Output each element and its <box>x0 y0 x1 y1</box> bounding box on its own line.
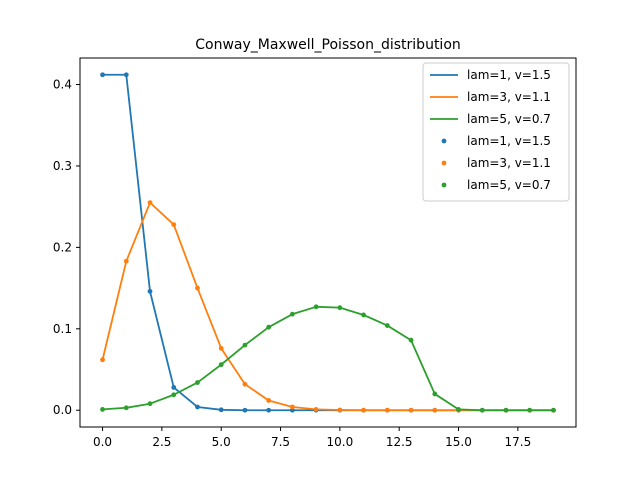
plot-area <box>100 72 556 413</box>
data-point <box>123 405 129 411</box>
x-tick-label: 12.5 <box>386 435 413 449</box>
data-point <box>195 380 200 385</box>
data-point <box>171 385 177 390</box>
chart-title: Conway_Maxwell_Poisson_distribution <box>195 37 461 53</box>
axes-frame <box>79 57 577 428</box>
data-point <box>147 401 153 407</box>
y-tick-label: 0.4 <box>53 78 72 92</box>
legend-label: lam=3, v=1.1 <box>467 90 551 104</box>
legend-label: lam=1, v=1.5 <box>467 68 551 82</box>
x-tick-label: 10.0 <box>327 435 354 449</box>
data-point <box>195 285 200 291</box>
data-point <box>266 398 272 403</box>
legend-label: lam=5, v=0.7 <box>467 112 551 126</box>
data-point <box>218 345 224 351</box>
data-point <box>527 407 533 413</box>
data-point <box>551 407 556 413</box>
data-point <box>337 305 343 311</box>
data-point <box>456 407 461 412</box>
data-point <box>123 72 129 78</box>
data-point <box>361 312 366 318</box>
data-point <box>266 324 272 330</box>
data-point <box>100 72 105 78</box>
data-point <box>337 407 343 413</box>
data-point <box>147 288 153 294</box>
data-point <box>195 404 200 410</box>
y-tick-label: 0.1 <box>53 322 72 336</box>
x-tick-label: 2.5 <box>152 435 171 449</box>
data-point <box>242 342 248 348</box>
legend-label: lam=3, v=1.1 <box>467 156 551 170</box>
x-tick-label: 5.0 <box>212 435 231 449</box>
data-point <box>313 407 319 412</box>
legend-marker-swatch <box>441 160 447 166</box>
data-point <box>384 323 390 328</box>
data-point <box>123 258 129 264</box>
data-point <box>479 407 485 413</box>
x-tick-label: 7.5 <box>271 435 290 449</box>
data-point <box>408 407 414 413</box>
data-point <box>361 407 366 413</box>
data-point <box>100 407 105 412</box>
data-point <box>290 404 295 410</box>
x-tick-label: 17.5 <box>504 435 531 449</box>
axes: 0.0 2.5 5.0 7.5 10.0 12.5 15.0 17.5 0.0 0.1 0.2 0.3… <box>53 57 577 449</box>
legend-label: lam=5, v=0.7 <box>467 178 551 192</box>
legend-marker-swatch <box>441 182 447 188</box>
y-tick-label: 0.0 <box>53 403 72 417</box>
legend-box <box>422 62 570 202</box>
y-tick-label: 0.3 <box>53 159 72 173</box>
y-tick-label: 0.2 <box>53 240 72 254</box>
data-point <box>432 407 438 413</box>
data-point <box>171 222 177 227</box>
data-point <box>503 407 509 413</box>
series-line-2 <box>102 305 554 412</box>
data-point <box>384 407 390 413</box>
data-point <box>147 200 153 206</box>
legend: lam=1, v=1.5 lam=3, v=1.1 lam=5, v=0.7 lam=… <box>422 62 570 202</box>
data-point <box>266 407 272 413</box>
legend-label: lam=1, v=1.5 <box>467 134 551 148</box>
data-point <box>408 337 414 343</box>
data-point <box>290 311 295 317</box>
legend-marker-swatch <box>441 138 447 144</box>
data-point <box>171 392 177 398</box>
data-point <box>313 304 319 310</box>
data-point <box>100 357 105 363</box>
data-point <box>218 362 224 368</box>
x-tick-label: 0.0 <box>93 435 112 449</box>
data-point <box>242 407 248 413</box>
x-tick-label: 15.0 <box>445 435 472 449</box>
data-point <box>432 391 438 397</box>
data-point <box>218 407 224 413</box>
data-point <box>242 381 248 387</box>
